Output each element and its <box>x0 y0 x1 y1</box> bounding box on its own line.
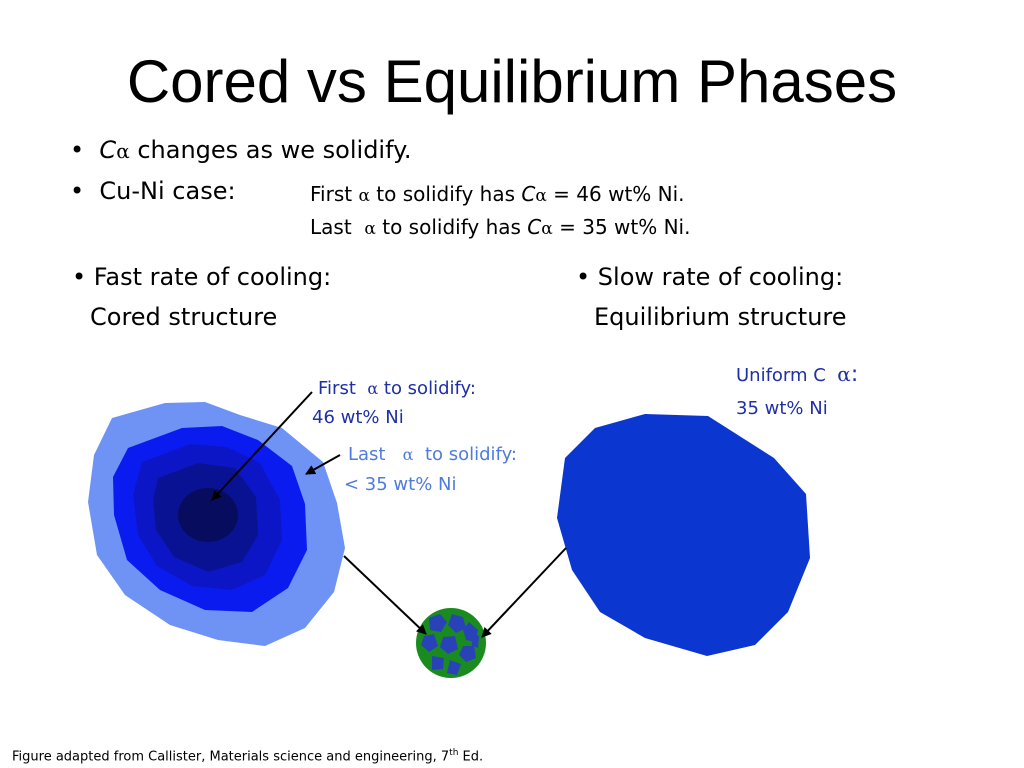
annotation-first-value: 46 wt% Ni <box>312 407 404 428</box>
alpha-symbol: α <box>367 379 379 398</box>
blob <box>459 646 476 662</box>
cored-core <box>178 488 238 542</box>
blob <box>421 634 438 652</box>
alpha-symbol: α <box>541 219 553 239</box>
alpha-symbol: α <box>358 186 370 206</box>
last-alpha-line: Last α to solidify has Cα = 35 wt% Ni. <box>310 214 690 242</box>
annot-first-word: First <box>318 378 356 399</box>
fast-cooling-label: • Fast rate of cooling: <box>72 263 332 291</box>
annot-last-word: Last <box>348 444 386 465</box>
polycrystal-grain <box>416 608 486 678</box>
c-variable: C <box>521 182 536 206</box>
bullet-dot: • <box>70 136 85 164</box>
blob <box>471 632 479 648</box>
arrow-equilibrium-to-polycrystal <box>481 547 567 638</box>
annotation-first-alpha: First α to solidify: <box>318 377 476 401</box>
caption-sup: th <box>449 748 459 758</box>
bullet-c-alpha-changes: • Cα changes as we solidify. <box>70 135 412 166</box>
first-word: First <box>310 182 353 206</box>
arrow-cored-to-polycrystal <box>343 555 427 635</box>
blob <box>440 636 458 654</box>
cored-grain <box>88 402 345 646</box>
bullet-dot: • <box>70 177 85 205</box>
alpha-symbol: α <box>535 186 547 206</box>
caption-end: Ed. <box>458 749 484 765</box>
bullet-1-text: changes as we solidify. <box>137 136 412 164</box>
first-mid-text: to solidify has <box>376 182 515 206</box>
figure-caption: Figure adapted from Callister, Materials… <box>12 744 483 766</box>
annotation-uniform: Uniform C α: <box>736 362 858 388</box>
equilibrium-structure-label: Equilibrium structure <box>594 303 847 331</box>
arrow-first-to-core <box>211 391 313 501</box>
annot-uniform-word: Uniform C <box>736 365 826 386</box>
last-word: Last <box>310 215 352 239</box>
slide-title: Cored vs Equilibrium Phases <box>126 48 898 115</box>
equilibrium-grain <box>557 414 810 656</box>
alpha-symbol: α <box>837 362 851 386</box>
annot-first-text: to solidify: <box>383 378 476 399</box>
blob <box>448 614 466 633</box>
cored-structure-label: Cored structure <box>90 303 278 331</box>
last-mid-text: to solidify has <box>382 215 521 239</box>
last-value-text: = 35 wt% Ni. <box>559 215 691 239</box>
annotation-last-alpha: Last α to solidify: <box>348 443 517 467</box>
annotation-uniform-value: 35 wt% Ni <box>736 398 828 419</box>
first-alpha-line: First α to solidify has Cα = 46 wt% Ni. <box>310 181 685 209</box>
alpha-symbol: α <box>402 445 414 464</box>
annotation-last-value: < 35 wt% Ni <box>344 474 457 495</box>
bullet-cu-ni-case: • Cu-Ni case: <box>70 176 236 206</box>
annot-uniform-colon: : <box>850 362 859 387</box>
annot-last-text: to solidify: <box>424 444 517 465</box>
alpha-symbol: α <box>364 219 376 239</box>
blob <box>447 660 461 675</box>
arrow-last-to-rim <box>305 454 341 475</box>
bullet-2-text: Cu-Ni case: <box>99 177 236 205</box>
alpha-symbol: α <box>116 139 130 163</box>
first-value-text: = 46 wt% Ni. <box>553 182 685 206</box>
blob <box>429 614 447 632</box>
blob <box>432 656 444 670</box>
c-variable: C <box>99 136 117 164</box>
slow-cooling-label: • Slow rate of cooling: <box>576 263 844 291</box>
c-variable: C <box>527 215 542 239</box>
caption-text: Figure adapted from Callister, Materials… <box>12 749 450 765</box>
polycrystal-blobs <box>421 614 479 675</box>
arrows <box>211 391 567 638</box>
